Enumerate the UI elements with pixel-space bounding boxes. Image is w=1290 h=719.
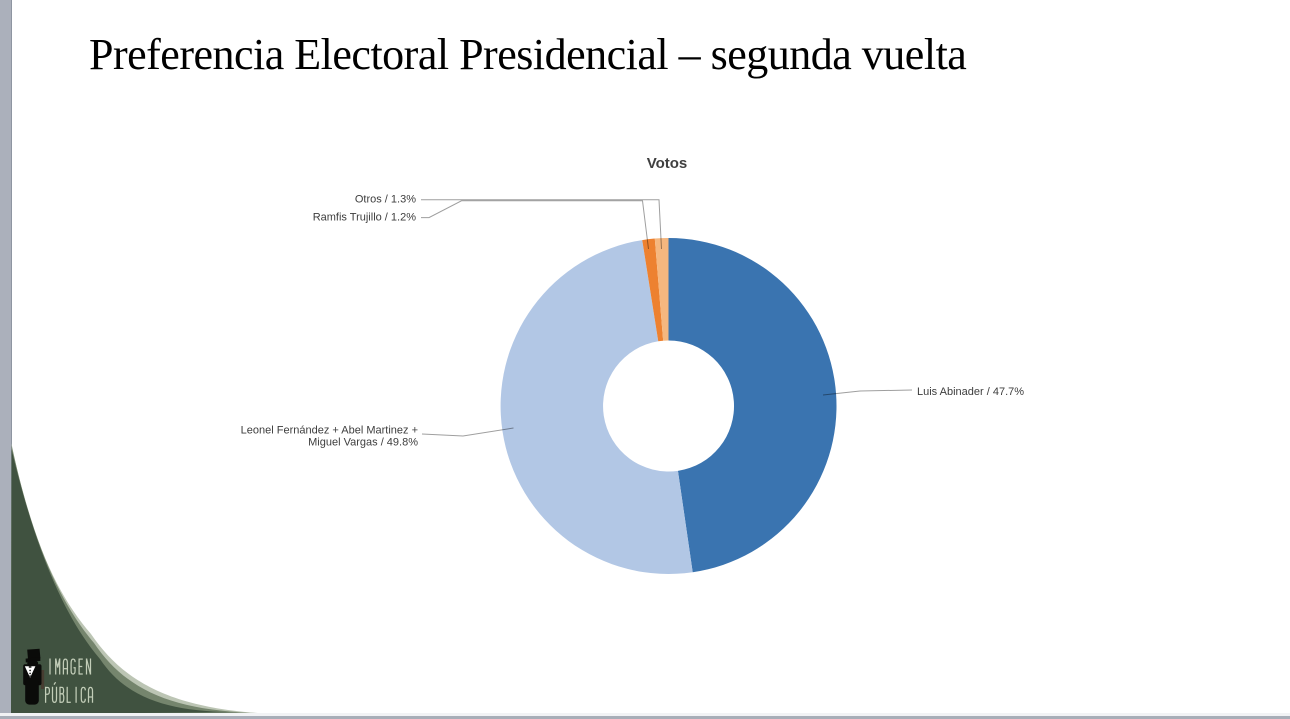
svg-text:Ramfis Trujillo / 1.2%: Ramfis Trujillo / 1.2% (313, 212, 417, 224)
svg-text:Otros / 1.3%: Otros / 1.3% (355, 194, 416, 206)
svg-text:Miguel Vargas / 49.8%: Miguel Vargas / 49.8% (308, 437, 418, 449)
svg-text:Luis Abinader / 47.7%: Luis Abinader / 47.7% (917, 386, 1024, 398)
svg-text:Leonel Fernández + Abel Martin: Leonel Fernández + Abel Martinez + (241, 425, 418, 437)
svg-text:Votos: Votos (647, 155, 688, 172)
